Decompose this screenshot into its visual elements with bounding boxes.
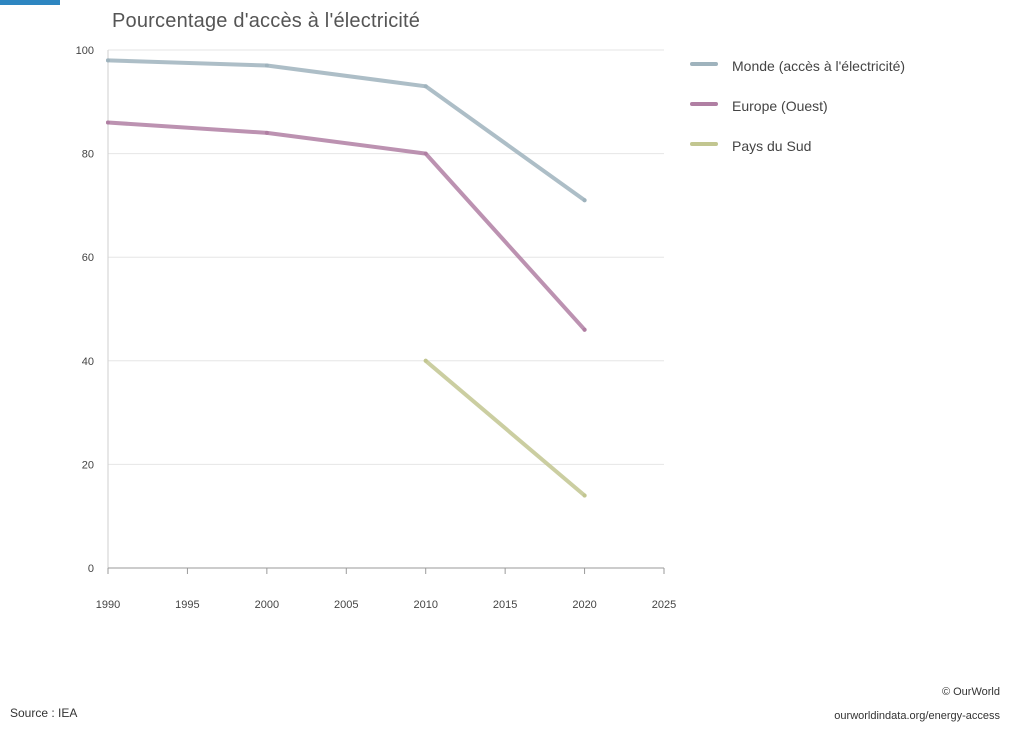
legend: Monde (accès à l'électricité) Europe (Oue… [690, 54, 930, 174]
legend-label: Monde (accès à l'électricité) [732, 58, 906, 74]
tick-labels: 0 20 40 60 80 100 1990 1995 2000 2005 2010 2015 2020… [76, 45, 677, 611]
data-point [423, 358, 428, 363]
legend-swatch [690, 62, 718, 66]
legend-item-3: Pays du Sud [690, 134, 930, 158]
legend-item-1: Monde (accès à l'électricité) [690, 54, 930, 78]
source-note: Source : IEA [10, 706, 78, 720]
x-tick-label: 1990 [96, 599, 120, 611]
series-lines [106, 58, 587, 498]
series-line-1 [106, 58, 587, 203]
y-tick-label: 100 [76, 45, 94, 57]
corner-accent-bar [0, 0, 60, 5]
data-point [423, 84, 428, 89]
y-tick-label: 40 [82, 356, 94, 368]
x-tick-label: 2005 [334, 599, 358, 611]
data-point [582, 327, 587, 332]
data-point [582, 198, 587, 203]
legend-swatch [690, 102, 718, 106]
legend-label: Europe (Ouest) [732, 98, 828, 114]
footnote: © OurWorld ourworldindata.org/energy-acc… [834, 680, 1000, 728]
footnote-line-1: © OurWorld [941, 686, 1000, 698]
y-tick-label: 0 [88, 563, 94, 575]
data-point [423, 151, 428, 156]
data-point [106, 58, 110, 63]
data-point [582, 493, 587, 498]
x-tick-label: 2000 [255, 599, 279, 611]
y-tick-label: 80 [82, 149, 94, 161]
data-point [264, 63, 269, 68]
y-tick-label: 60 [82, 252, 94, 264]
y-tick-label: 20 [82, 459, 94, 471]
legend-label: Pays du Sud [732, 138, 812, 154]
series-line-3 [423, 358, 587, 498]
grid-lines [108, 49, 664, 465]
x-tick-label: 1995 [175, 599, 199, 611]
footnote-line-2: ourworldindata.org/energy-access [834, 710, 1000, 722]
chart-title: Pourcentage d'accès à l'électricité [112, 10, 421, 32]
x-tick-label: 2025 [652, 599, 676, 611]
legend-item-2: Europe (Ouest) [690, 94, 930, 118]
x-tick-label: 2010 [413, 599, 437, 611]
axes [107, 50, 665, 574]
data-point [106, 120, 110, 125]
x-tick-label: 2015 [493, 599, 517, 611]
series-line-2 [106, 120, 587, 332]
x-tick-label: 2020 [572, 599, 596, 611]
data-point [264, 130, 269, 135]
legend-swatch [690, 142, 718, 146]
